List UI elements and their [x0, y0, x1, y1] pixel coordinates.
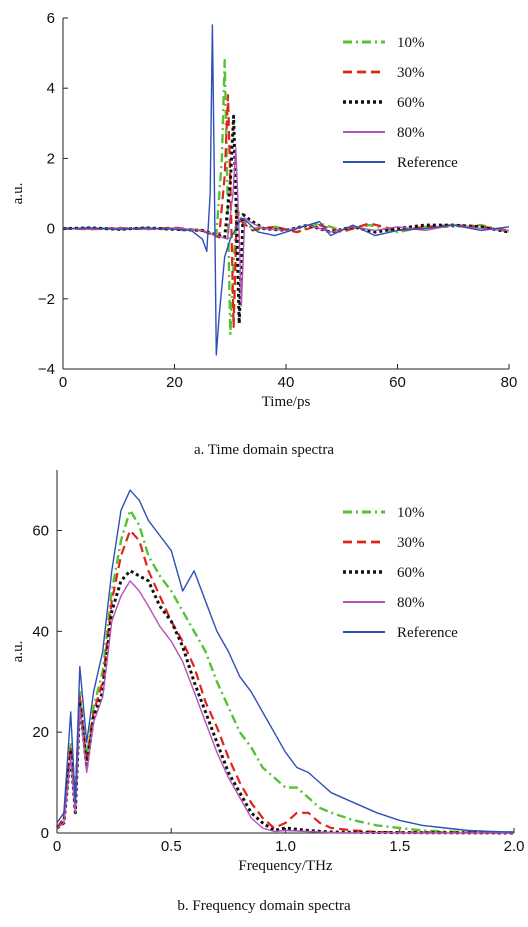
- y-tick-label: 6: [47, 10, 55, 27]
- freq-series-line-reference: [56, 489, 515, 833]
- y-tick-label: 60: [32, 523, 49, 540]
- y-tick-label: 2: [47, 150, 55, 167]
- x-axis-title: Frequency/THz: [238, 858, 332, 874]
- x-tick-label: 0.5: [161, 838, 182, 855]
- legend-label: 60%: [397, 565, 425, 581]
- legend-label: 80%: [397, 125, 425, 141]
- x-tick-label: 1.0: [275, 838, 296, 855]
- y-tick-label: 0: [47, 221, 55, 238]
- freq-series-line-30pct: [56, 529, 515, 834]
- time-series-line-80pct: [62, 147, 510, 307]
- x-tick-label: 2.0: [504, 838, 525, 855]
- x-tick-label: 80: [501, 374, 518, 391]
- legend-label: Reference: [397, 155, 458, 171]
- x-axis-title: Time/ps: [262, 394, 311, 410]
- x-tick-label: 0: [53, 838, 61, 855]
- x-tick-label: 60: [389, 374, 406, 391]
- time-series-line-reference: [62, 24, 510, 356]
- y-tick-label: 4: [47, 80, 55, 97]
- legend-label: 10%: [397, 505, 425, 521]
- y-tick-label: −4: [38, 361, 55, 378]
- legend-label: 10%: [397, 35, 425, 51]
- frequency-domain-chart: 0 0.5 1.0 1.5 2.0 0 20 40 60 Frequency/THz a.u. 10%…: [10, 470, 524, 874]
- freq-series-line-80pct: [56, 580, 514, 834]
- y-tick-label: 20: [32, 724, 49, 741]
- x-tick-label: 20: [166, 374, 183, 391]
- time-series-line-30pct: [62, 94, 510, 328]
- y-axis-title: a.u.: [10, 183, 26, 205]
- legend-label: 80%: [397, 595, 425, 611]
- y-axis-title: a.u.: [10, 641, 26, 663]
- time-domain-chart: 0 20 40 60 80 −4 −2 0 2 4 6 Time/ps a.u. 10% 30% 60% 80%…: [10, 10, 517, 410]
- time-series-line-60pct: [62, 114, 510, 325]
- y-tick-label: 40: [32, 623, 49, 640]
- legend-label: 30%: [397, 65, 425, 81]
- x-tick-label: 40: [278, 374, 295, 391]
- legend-label: 60%: [397, 95, 425, 111]
- caption-time-domain: a. Time domain spectra: [194, 442, 334, 458]
- caption-frequency-domain: b. Frequency domain spectra: [177, 898, 351, 914]
- x-tick-label: 1.5: [389, 838, 410, 855]
- y-tick-label: −2: [38, 291, 55, 308]
- figure: 0 20 40 60 80 −4 −2 0 2 4 6 Time/ps a.u. 10% 30% 60% 80%…: [10, 10, 524, 874]
- freq-series-line-60pct: [56, 569, 515, 835]
- y-tick-label: 0: [41, 825, 49, 842]
- legend-label: 30%: [397, 535, 425, 551]
- time-series-line-10pct: [62, 58, 510, 336]
- x-tick-label: 0: [59, 374, 67, 391]
- legend-label: Reference: [397, 625, 458, 641]
- freq-series-line-10pct: [56, 509, 514, 834]
